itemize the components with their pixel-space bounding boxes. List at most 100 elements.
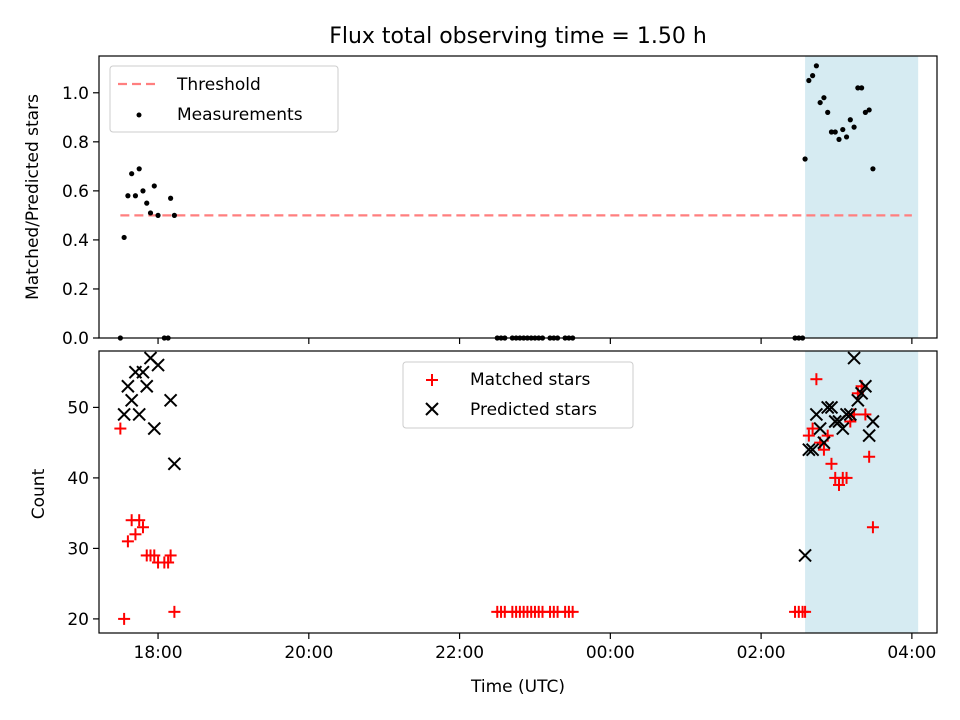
top-y-ticks: 0.0 0.2 0.4 0.6 0.8 1.0 xyxy=(62,84,99,349)
legend-plus-marker xyxy=(426,374,438,386)
matched-star-point xyxy=(133,514,146,527)
top-legend-box xyxy=(109,65,339,133)
measurement-point xyxy=(870,166,876,172)
predicted-star-point xyxy=(798,548,812,563)
measurement-point xyxy=(125,193,131,199)
legend-measurements-label: Measurements xyxy=(177,105,303,125)
predicted-star-point xyxy=(820,400,835,415)
measurement-point xyxy=(806,77,812,84)
y-tick-label: 0.8 xyxy=(62,133,89,153)
y-tick-label: 40 xyxy=(67,469,89,489)
measurement-point xyxy=(821,95,827,101)
predicted-star-point xyxy=(847,351,861,365)
predicted-star-point xyxy=(132,407,146,422)
y-tick-label: 0.2 xyxy=(62,280,89,300)
measurement-point xyxy=(155,212,161,218)
chart-title: Flux total observing time = 1.50 h xyxy=(329,24,707,49)
predicted-star-point xyxy=(151,358,165,372)
measurement-point xyxy=(836,136,842,142)
predicted-star-point xyxy=(862,428,876,443)
measurement-point xyxy=(832,129,838,135)
y-tick-label: 1.0 xyxy=(62,84,89,104)
measurement-point xyxy=(862,109,868,115)
x-tick-label: 00:00 xyxy=(586,643,635,663)
top-axes-frame xyxy=(98,55,938,339)
legend-threshold-label: Threshold xyxy=(176,75,261,95)
legend-predicted-swatch xyxy=(425,402,439,416)
measurement-point xyxy=(840,126,846,133)
matched-stars-points xyxy=(114,373,879,625)
measurement-point xyxy=(843,134,850,140)
bottom-legend: Matched stars Predicted stars xyxy=(402,361,634,429)
predicted-star-point xyxy=(839,407,854,422)
measurement-point xyxy=(802,156,808,162)
y-tick-label: 0.0 xyxy=(62,329,89,349)
x-tick-label: 18:00 xyxy=(134,643,183,663)
measurement-point xyxy=(810,73,816,79)
measurement-point xyxy=(140,188,146,194)
measurement-point xyxy=(136,166,142,172)
predicted-star-point xyxy=(140,379,154,393)
y-tick-label: 0.6 xyxy=(62,182,89,202)
matched-star-point xyxy=(118,612,131,625)
predicted-star-point xyxy=(805,442,820,457)
bottom-y-axis-label: Count xyxy=(29,468,49,519)
top-panel: 0.0 0.2 0.4 0.6 0.8 1.0 Matched/Predicted sta… xyxy=(23,55,938,349)
matched-star-point xyxy=(164,549,177,562)
measurement-point xyxy=(855,85,861,91)
bottom-axes-frame xyxy=(98,350,938,634)
measurement-point xyxy=(129,171,135,177)
matched-star-point xyxy=(806,422,819,435)
top-legend: Threshold Measurements xyxy=(109,65,339,133)
predicted-star-point xyxy=(802,442,816,457)
matched-star-point xyxy=(825,457,838,470)
predicted-star-point xyxy=(817,435,831,450)
measurement-point xyxy=(847,117,853,123)
matched-star-point xyxy=(799,605,812,618)
predicted-star-point xyxy=(836,421,850,436)
x-axis-label: Time (UTC) xyxy=(470,677,565,697)
measurement-point xyxy=(151,183,157,189)
matched-star-point xyxy=(859,408,872,421)
matched-star-point xyxy=(802,429,815,442)
measurement-points xyxy=(117,63,876,341)
predicted-star-point xyxy=(851,393,865,408)
matched-star-point xyxy=(817,443,830,456)
predicted-star-point xyxy=(136,365,150,379)
x-tick-label: 20:00 xyxy=(284,643,333,663)
measurement-point xyxy=(817,99,823,106)
bottom-legend-box xyxy=(402,361,634,429)
measurement-point xyxy=(859,85,865,91)
predicted-star-point xyxy=(147,421,161,436)
matched-star-point xyxy=(833,478,846,491)
predicted-star-point xyxy=(117,407,131,422)
measurement-point xyxy=(813,63,819,69)
top-y-axis-label: Matched/Predicted stars xyxy=(23,94,43,300)
legend-matched-swatch xyxy=(426,374,438,386)
matched-star-point xyxy=(168,605,181,618)
matched-star-point xyxy=(866,521,879,534)
matched-star-point xyxy=(162,556,175,569)
matched-star-point xyxy=(810,373,823,386)
measurement-point xyxy=(851,124,857,130)
x-tick-label: 02:00 xyxy=(737,643,786,663)
y-tick-label: 20 xyxy=(67,610,89,630)
measurement-point xyxy=(147,210,154,216)
matched-star-point xyxy=(136,521,149,534)
measurement-point xyxy=(866,107,872,113)
matched-star-point xyxy=(840,471,853,484)
predicted-star-point xyxy=(163,393,178,408)
measurement-point xyxy=(825,109,831,115)
predicted-star-point xyxy=(866,414,880,429)
matched-star-point xyxy=(129,528,142,541)
bottom-highlight-span xyxy=(805,351,919,633)
legend-measurements-swatch xyxy=(136,112,142,118)
matched-star-point xyxy=(863,450,876,463)
matched-star-point xyxy=(121,535,134,548)
legend-predicted-label: Predicted stars xyxy=(470,400,597,420)
measurement-point xyxy=(168,195,174,201)
top-highlight-span xyxy=(805,56,919,338)
predicted-star-point xyxy=(809,407,824,422)
measurement-point xyxy=(132,193,139,199)
